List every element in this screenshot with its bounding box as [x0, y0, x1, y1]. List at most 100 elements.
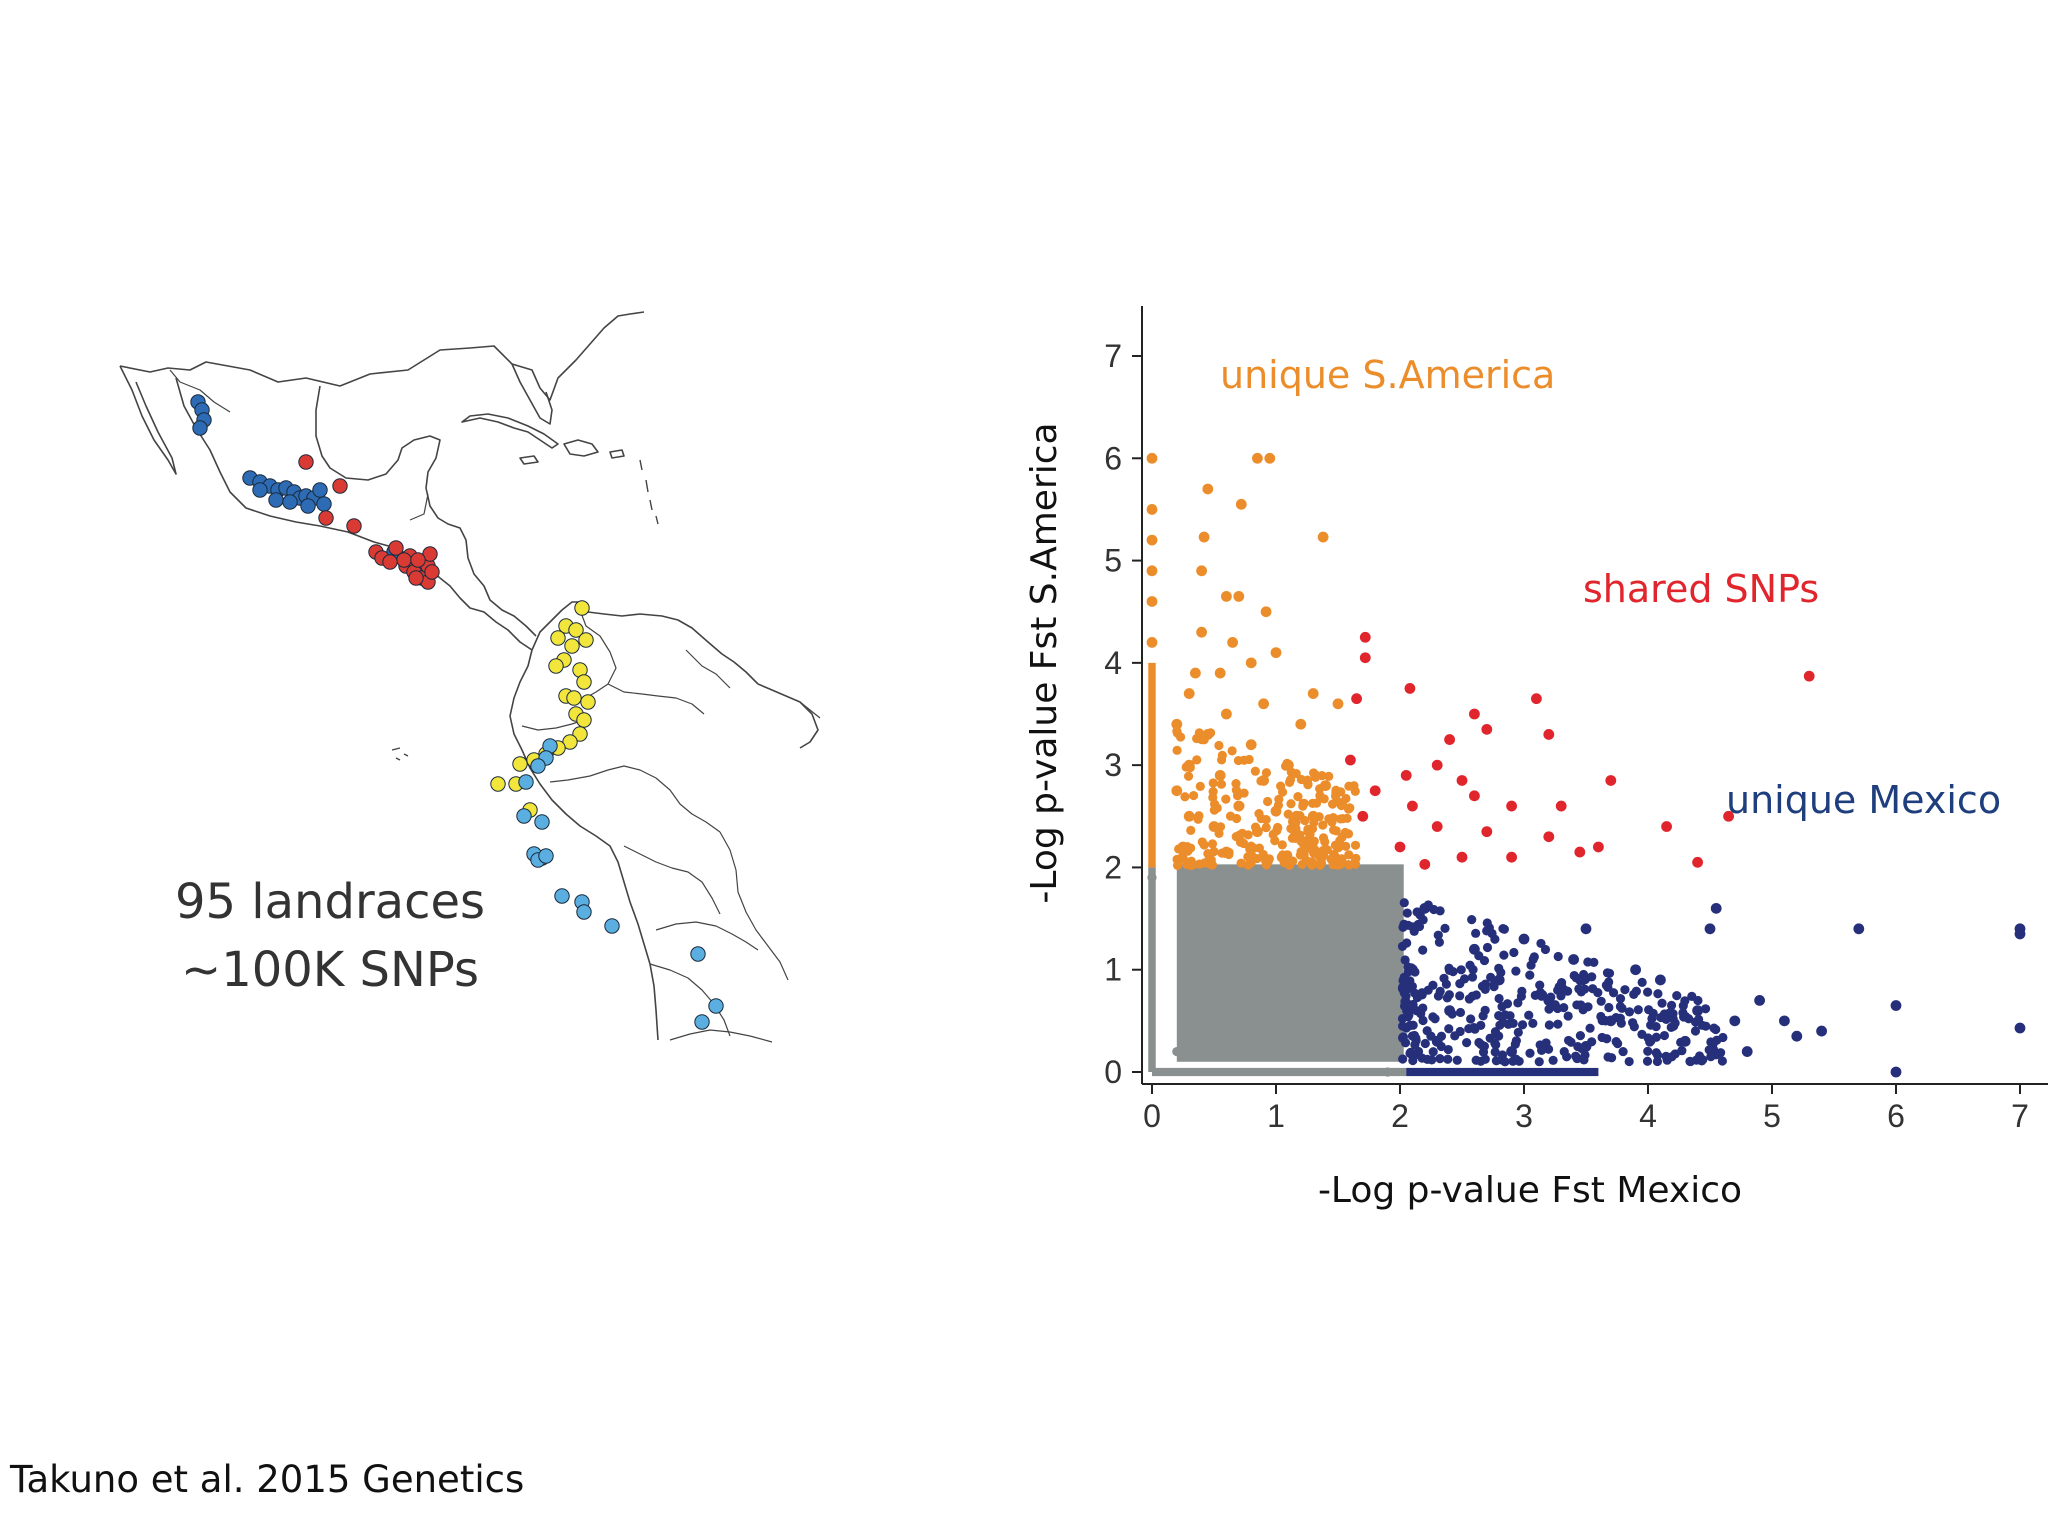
- mexico-point-dense: [1563, 1011, 1573, 1021]
- mexico-point: [1568, 954, 1579, 965]
- mexico-point: [1692, 1005, 1703, 1017]
- x-tick-label: 6: [1887, 1098, 1905, 1134]
- sa-point-dense: [1193, 814, 1203, 824]
- sample-dot-sa_andean_south: [694, 1014, 710, 1030]
- mexico-point: [1605, 1015, 1617, 1027]
- mexico-point-dense: [1448, 967, 1458, 977]
- shared-point: [1605, 775, 1617, 786]
- mexico-point-dense: [1579, 1055, 1589, 1065]
- mexico-point-dense: [1497, 1050, 1508, 1060]
- mexico-point-dense: [1717, 1056, 1727, 1066]
- mexico-point-dense: [1667, 1052, 1677, 1062]
- nonsig-point: [1271, 965, 1281, 975]
- mexico-point-dense: [1400, 955, 1410, 965]
- mexico-point-dense: [1690, 1026, 1701, 1036]
- sample-dot-sa_andean_south: [534, 814, 550, 830]
- sa-point-dense: [1250, 766, 1260, 776]
- mexico-point-dense: [1628, 1018, 1638, 1028]
- mexico-point-dense: [1536, 938, 1546, 949]
- sa-point-dense: [1236, 858, 1246, 868]
- mexico-point-dense: [1603, 1052, 1613, 1062]
- mexico-point-dense: [1464, 1023, 1474, 1034]
- sa-point: [1260, 606, 1272, 618]
- mexico-point: [1431, 1035, 1443, 1047]
- sa-point: [1183, 688, 1195, 699]
- mexico-point-dense: [1398, 1021, 1408, 1031]
- sa-point-dense: [1342, 813, 1352, 823]
- sa-point: [1177, 841, 1189, 853]
- sample-dot-sa_andean_south: [576, 904, 592, 920]
- mexico-point: [1493, 974, 1505, 986]
- mexico-point-dense: [1498, 924, 1508, 934]
- sa-point: [1190, 667, 1201, 679]
- mexico-point-dense: [1659, 1009, 1670, 1019]
- sa-point: [1146, 565, 1158, 577]
- mexico-point-dense: [1409, 926, 1419, 936]
- mexico-point-dense: [1429, 904, 1439, 915]
- mexico-point-dense: [1427, 1055, 1437, 1065]
- mexico-point: [1704, 923, 1716, 935]
- sample-dot-sa_andean_south: [538, 848, 554, 864]
- nonsignificant-strip-y: [1148, 867, 1156, 1072]
- sa-point: [1270, 647, 1282, 659]
- annotation-shared-snps: shared SNPs: [1583, 567, 1819, 611]
- mexico-point-dense: [1428, 1047, 1438, 1057]
- mexico-point-dense: [1471, 1055, 1481, 1065]
- mexico-point-dense: [1420, 1038, 1430, 1049]
- sample-dot-mexico_highland: [282, 494, 298, 510]
- sa-point-dense: [1293, 792, 1303, 802]
- sa-point: [1196, 565, 1207, 577]
- sa-point: [1183, 810, 1195, 822]
- mexico-point-dense: [1455, 991, 1465, 1001]
- x-tick-label: 3: [1515, 1098, 1533, 1134]
- sa-point: [1146, 596, 1158, 607]
- mexico-point-dense: [1465, 960, 1475, 970]
- mexico-point-dense: [1525, 1048, 1535, 1058]
- sa-point-dense: [1175, 732, 1186, 742]
- shared-point: [1351, 693, 1362, 705]
- sample-dot-mexico_highland: [252, 482, 268, 498]
- mexico-point-dense: [1490, 934, 1500, 944]
- sa-point-dense: [1324, 814, 1334, 824]
- sa-point-dense: [1343, 859, 1354, 870]
- sa-point: [1295, 718, 1307, 730]
- mexico-point-dense: [1440, 923, 1450, 933]
- sa-point-dense: [1195, 781, 1205, 791]
- sa-point-dense: [1284, 777, 1295, 788]
- mexico-point-dense: [1474, 1037, 1484, 1048]
- mexico-point-dense: [1408, 999, 1418, 1010]
- sa-point-dense: [1341, 841, 1351, 851]
- mexico-point-dense: [1500, 1010, 1510, 1020]
- mexico-point-dense: [1407, 981, 1417, 992]
- mexico-point-dense: [1480, 1054, 1490, 1064]
- sa-point: [1202, 729, 1214, 740]
- mexico-point-dense: [1646, 1036, 1656, 1046]
- sa-point: [1332, 841, 1344, 853]
- sample-dot-sa_andean_south: [516, 808, 532, 824]
- mexico-point: [1518, 933, 1530, 945]
- shared-point: [1431, 759, 1443, 771]
- mexico-point-dense: [1413, 1046, 1424, 1057]
- mexico-point-dense: [1706, 1037, 1716, 1047]
- mexico-point: [1630, 964, 1641, 976]
- nonsig-point: [1147, 873, 1157, 883]
- mexico-point-dense: [1513, 1027, 1523, 1037]
- shared-point: [1419, 858, 1431, 870]
- sa-point: [1252, 826, 1263, 838]
- sa-point-dense: [1301, 855, 1311, 865]
- sa-point-dense: [1256, 813, 1266, 824]
- mexico-point: [1506, 1046, 1517, 1057]
- sa-point: [1320, 780, 1331, 791]
- sa-point: [1245, 739, 1257, 751]
- mexico-point-dense: [1604, 1002, 1614, 1013]
- mexico-point-dense: [1700, 1004, 1711, 1014]
- sample-dot-sa_andean_north: [564, 638, 580, 654]
- sa-point-dense: [1344, 850, 1354, 860]
- mexico-point-dense: [1677, 1046, 1687, 1056]
- shared-point: [1506, 800, 1517, 812]
- mexico-point-dense: [1563, 1035, 1574, 1046]
- sa-point-dense: [1324, 771, 1334, 781]
- mexico-point-dense: [1433, 991, 1443, 1001]
- sa-point-dense: [1291, 818, 1301, 828]
- mexico-point-dense: [1579, 984, 1590, 994]
